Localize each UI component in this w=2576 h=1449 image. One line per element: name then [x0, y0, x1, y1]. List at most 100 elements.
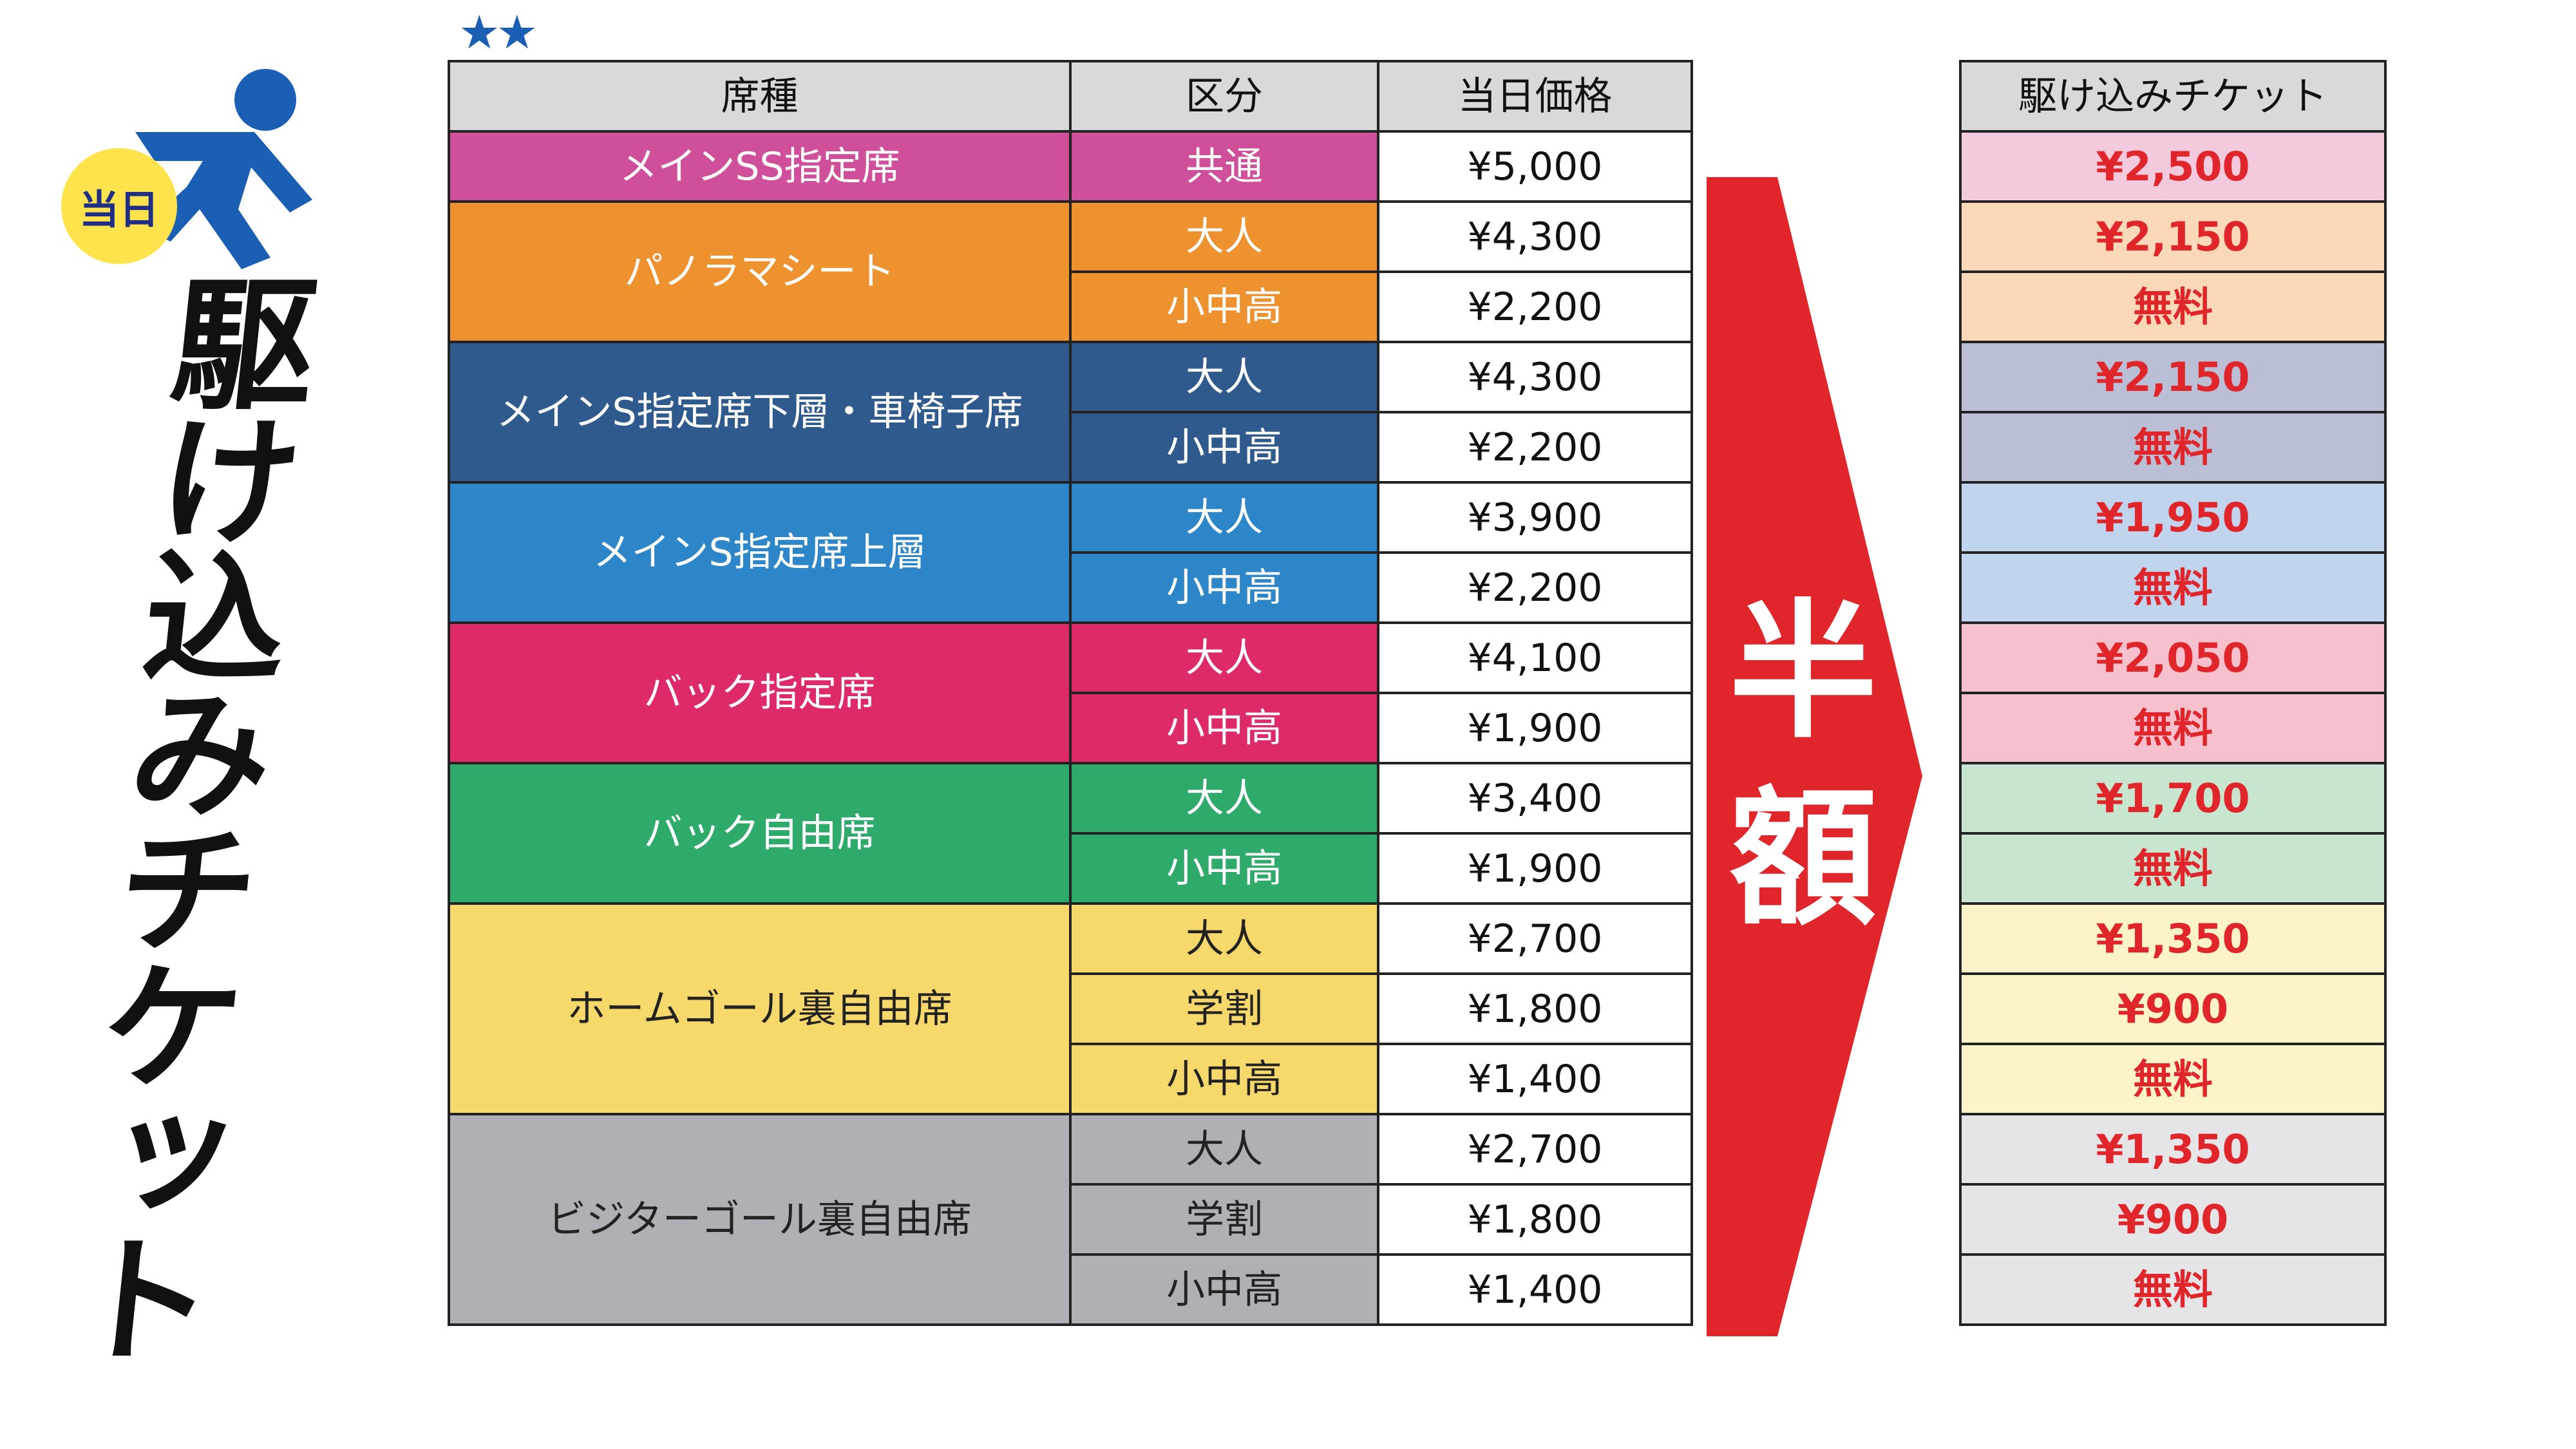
rush-table-row: ¥2,150	[1959, 341, 2387, 413]
table-row: 小中高 ¥2,200	[449, 270, 1693, 343]
rush-table-row: 無料	[1959, 832, 2387, 905]
table-row: 小中高 ¥1,400	[449, 1043, 1693, 1115]
rush-price-cell: ¥900	[1959, 972, 2387, 1045]
header-seat-type: 席種	[448, 60, 1072, 133]
table-row: メインS指定席下層・車椅子席 大人 ¥4,300	[448, 341, 1693, 484]
table-row: 学割 ¥1,800	[449, 1183, 1693, 1256]
category-cell: 小中高	[1069, 270, 1379, 343]
right-arrow-shape	[1707, 177, 1922, 1336]
category-cell: 学割	[1069, 972, 1379, 1045]
seat-type-cell: メインSS指定席	[448, 130, 1072, 203]
half-price-label: 半 額	[1707, 580, 1900, 966]
category-cell: 大人	[1069, 200, 1379, 273]
rush-table-row: ¥1,350	[1959, 1113, 2387, 1186]
price-cell: ¥2,200	[1377, 411, 1693, 484]
category-cell: 大人	[1069, 762, 1379, 835]
rush-ticket-table: 駆け込みチケット ¥2,500 ¥2,150 無料 ¥2,150 無料 ¥1,950 無料 ¥…	[1959, 60, 2387, 1326]
table-row: 小中高 ¥1,900	[449, 832, 1693, 905]
seat-type-cell: ホームゴール裏自由席	[448, 902, 1072, 1115]
rush-table-row: 無料	[1959, 692, 2387, 764]
category-cell: 小中高	[1069, 411, 1379, 484]
stars-mark: ★★	[459, 5, 538, 59]
price-cell: ¥1,400	[1377, 1253, 1693, 1326]
rush-table-body: ¥2,500 ¥2,150 無料 ¥2,150 無料 ¥1,950 無料 ¥2,050 無料 ¥1…	[1959, 130, 2387, 1326]
seat-type-cell: バック自由席	[448, 762, 1072, 905]
price-cell: ¥3,400	[1377, 762, 1693, 835]
rush-table-row: ¥900	[1959, 1183, 2387, 1256]
rush-price-cell: ¥1,350	[1959, 902, 2387, 975]
price-cell: ¥5,000	[1377, 130, 1693, 203]
half-price-char-2: 額	[1728, 773, 1877, 945]
price-cell: ¥2,700	[1377, 902, 1693, 975]
rush-ticket-header: 駆け込みチケット	[1959, 60, 2387, 133]
category-cell: 学割	[1069, 1183, 1379, 1256]
table-row: 小中高 ¥1,400	[449, 1253, 1693, 1326]
price-cell: ¥2,700	[1377, 1113, 1693, 1186]
rush-table-row: 無料	[1959, 411, 2387, 484]
rush-price-cell: 無料	[1959, 411, 2387, 484]
rush-table-row: 無料	[1959, 1043, 2387, 1115]
seat-type-cell: バック指定席	[448, 621, 1072, 764]
seat-type-cell: メインS指定席下層・車椅子席	[448, 341, 1072, 484]
price-cell: ¥2,200	[1377, 551, 1693, 624]
rush-table-row: 無料	[1959, 551, 2387, 624]
seat-type-cell: パノラマシート	[448, 200, 1072, 343]
rush-price-cell: 無料	[1959, 692, 2387, 764]
table-header-row: 席種 区分 当日価格	[448, 60, 1693, 133]
price-cell: ¥1,800	[1377, 972, 1693, 1045]
price-table-body: メインSS指定席 共通 ¥5,000 パノラマシート 大人 ¥4,300 小中高 ¥2,200…	[448, 130, 1693, 1326]
header-category: 区分	[1069, 60, 1379, 133]
today-badge: 当日	[61, 148, 177, 264]
rush-price-cell: 無料	[1959, 832, 2387, 905]
category-cell: 小中高	[1069, 832, 1379, 905]
rush-table-row: ¥900	[1959, 972, 2387, 1045]
table-row: 小中高 ¥2,200	[449, 411, 1693, 484]
rush-table-row: ¥2,150	[1959, 200, 2387, 273]
running-person-icon	[135, 69, 312, 269]
today-badge-label: 当日	[79, 186, 159, 233]
price-cell: ¥2,200	[1377, 270, 1693, 343]
rush-table-row: ¥2,500	[1959, 130, 2387, 203]
table-row: 小中高 ¥2,200	[449, 551, 1693, 624]
price-table: 席種 区分 当日価格 メインSS指定席 共通 ¥5,000 パノラマシート 大人 ¥4,3…	[448, 60, 1693, 1326]
rush-price-cell: ¥2,050	[1959, 621, 2387, 694]
rush-price-cell: ¥900	[1959, 1183, 2387, 1256]
seat-type-cell: メインS指定席上層	[448, 481, 1072, 624]
rush-price-cell: 無料	[1959, 1043, 2387, 1115]
rush-price-cell: ¥2,500	[1959, 130, 2387, 203]
rush-table-row: 無料	[1959, 270, 2387, 343]
category-cell: 小中高	[1069, 1253, 1379, 1326]
seat-type-cell: ビジターゴール裏自由席	[448, 1113, 1072, 1326]
category-cell: 大人	[1069, 341, 1379, 413]
category-cell: 小中高	[1069, 1043, 1379, 1115]
price-cell: ¥1,900	[1377, 692, 1693, 764]
category-cell: 小中高	[1069, 692, 1379, 764]
category-cell: 共通	[1069, 130, 1379, 203]
rush-price-cell: ¥1,350	[1959, 1113, 2387, 1186]
rush-price-cell: 無料	[1959, 551, 2387, 624]
price-cell: ¥1,400	[1377, 1043, 1693, 1115]
rush-table-row: 無料	[1959, 1253, 2387, 1326]
rush-price-cell: ¥1,700	[1959, 762, 2387, 835]
rush-price-cell: 無料	[1959, 270, 2387, 343]
category-cell: 大人	[1069, 621, 1379, 694]
rush-table-row: ¥1,700	[1959, 762, 2387, 835]
rush-price-cell: ¥2,150	[1959, 200, 2387, 273]
price-cell: ¥4,300	[1377, 200, 1693, 273]
price-cell: ¥1,800	[1377, 1183, 1693, 1256]
rush-price-cell: ¥2,150	[1959, 341, 2387, 413]
rush-price-cell: 無料	[1959, 1253, 2387, 1326]
table-row: メインSS指定席 共通 ¥5,000	[448, 130, 1693, 203]
category-cell: 大人	[1069, 902, 1379, 975]
price-cell: ¥1,900	[1377, 832, 1693, 905]
category-cell: 小中高	[1069, 551, 1379, 624]
table-row: 小中高 ¥1,900	[449, 692, 1693, 764]
table-row: 学割 ¥1,800	[449, 972, 1693, 1045]
table-row: バック自由席 大人 ¥3,400	[448, 762, 1693, 905]
price-cell: ¥4,300	[1377, 341, 1693, 413]
price-cell: ¥4,100	[1377, 621, 1693, 694]
category-cell: 大人	[1069, 481, 1379, 554]
rush-table-row: ¥1,950	[1959, 481, 2387, 554]
rush-table-row: ¥2,050	[1959, 621, 2387, 694]
table-row: バック指定席 大人 ¥4,100	[448, 621, 1693, 764]
